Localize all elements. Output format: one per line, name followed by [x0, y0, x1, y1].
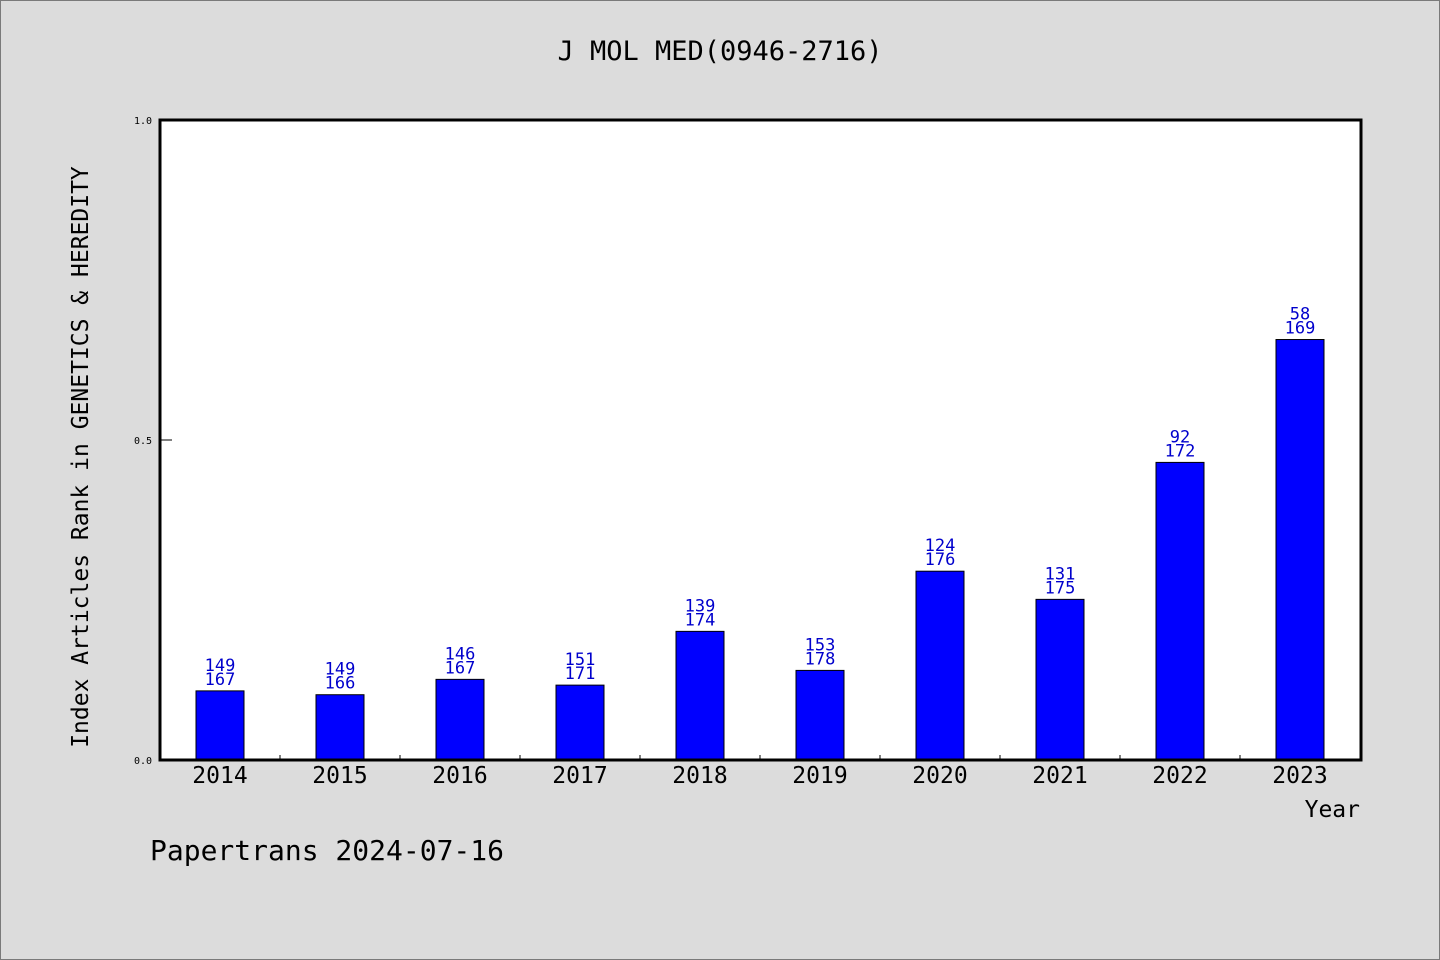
bar: [1275, 339, 1325, 761]
bar-rank-label: 151: [565, 650, 596, 670]
bar: [195, 690, 245, 761]
bar-total-label: 176: [925, 550, 956, 570]
x-axis-label: Year: [1305, 797, 1360, 823]
bar: [795, 669, 845, 761]
y-tick-label: 0.5: [134, 436, 152, 447]
bar-rank-label: 146: [445, 644, 476, 664]
bar: [1155, 461, 1205, 761]
bar: [315, 694, 365, 761]
y-axis-label: Index Articles Rank in GENETICS & HEREDI…: [68, 166, 94, 748]
bar: [915, 570, 965, 761]
x-tick-label: 2020: [912, 763, 967, 789]
x-tick-label: 2018: [672, 763, 727, 789]
x-tick-label: 2021: [1032, 763, 1087, 789]
x-tick-label: 2023: [1272, 763, 1327, 789]
y-tick-label: 1.0: [134, 116, 152, 127]
bar: [435, 678, 485, 761]
bar-total-label: 166: [325, 674, 356, 694]
bar-rank-label: 149: [205, 656, 236, 676]
bar-total-label: 175: [1045, 578, 1076, 598]
bar-total-label: 174: [685, 610, 716, 630]
bar-rank-label: 124: [925, 536, 956, 556]
bar-rank-label: 139: [685, 596, 716, 616]
x-tick-label: 2017: [552, 763, 607, 789]
x-tick-label: 2022: [1152, 763, 1207, 789]
bar-rank-label: 153: [805, 635, 836, 655]
bar-rank-label: 92: [1170, 427, 1190, 447]
x-tick-label: 2019: [792, 763, 847, 789]
bar-rank-label: 58: [1290, 305, 1310, 325]
x-tick-label: 2015: [312, 763, 367, 789]
plot-border: [158, 118, 1363, 762]
bar-total-label: 172: [1165, 441, 1196, 461]
y-tick-label: 0.0: [134, 756, 152, 767]
bar-total-label: 178: [805, 649, 836, 669]
watermark: Papertrans 2024-07-16: [150, 834, 505, 867]
bar-total-label: 167: [445, 658, 476, 678]
bar-total-label: 167: [205, 670, 236, 690]
bar-rank-label: 131: [1045, 564, 1076, 584]
bar: [1035, 598, 1085, 761]
x-tick-label: 2016: [432, 763, 487, 789]
bar-total-label: 171: [565, 664, 596, 684]
bar-rank-label: 149: [325, 660, 356, 680]
chart-title: J MOL MED(0946-2716): [557, 36, 883, 67]
bar: [675, 630, 725, 761]
bar-total-label: 169: [1285, 319, 1316, 339]
bar: [555, 684, 605, 761]
x-tick-label: 2014: [192, 763, 247, 789]
